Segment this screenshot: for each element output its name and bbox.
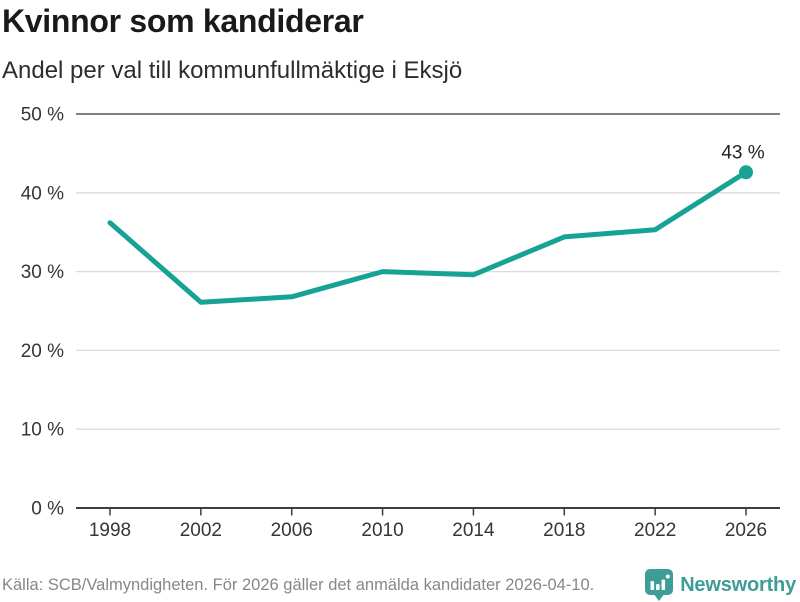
footer: Källa: SCB/Valmyndigheten. För 2026 gäll…	[2, 568, 796, 602]
line-chart: 0 % 10 % 20 % 30 % 40 % 50 % 1998 2002 2006 2010 2…	[21, 105, 780, 541]
x-tick-label: 2010	[361, 520, 403, 541]
x-tick-label: 2026	[725, 520, 767, 541]
chart-subtitle: Andel per val till kommunfullmäktige i E…	[2, 57, 463, 84]
y-tick-label: 0 %	[31, 499, 64, 520]
line-chart-svg: 0 % 10 % 20 % 30 % 40 % 50 % 1998 2002 2006 2010 2…	[21, 105, 780, 541]
x-tick-label: 2006	[271, 520, 313, 541]
x-tick-label: 2018	[543, 520, 585, 541]
chart-title: Kvinnor som kandiderar	[2, 3, 364, 39]
end-point-value-label: 43 %	[721, 142, 764, 163]
newsworthy-bubble-barchart-icon	[645, 568, 674, 601]
data-line	[107, 169, 749, 305]
x-tick-label: 2002	[180, 520, 222, 541]
y-tick-label: 30 %	[21, 262, 64, 283]
x-tick-label: 1998	[89, 520, 131, 541]
newsworthy-logo: Newsworthy	[645, 568, 796, 602]
y-tick-label: 10 %	[21, 420, 64, 441]
y-tick-label: 50 %	[21, 105, 64, 126]
y-tick-label: 20 %	[21, 341, 64, 362]
source-text: Källa: SCB/Valmyndigheten. För 2026 gäll…	[2, 575, 595, 594]
y-tick-label: 40 %	[21, 183, 64, 204]
end-point-marker	[739, 165, 753, 180]
x-tick-label: 2022	[634, 520, 676, 541]
brand-name: Newsworthy	[680, 573, 796, 596]
x-tick-label: 2014	[452, 520, 495, 541]
